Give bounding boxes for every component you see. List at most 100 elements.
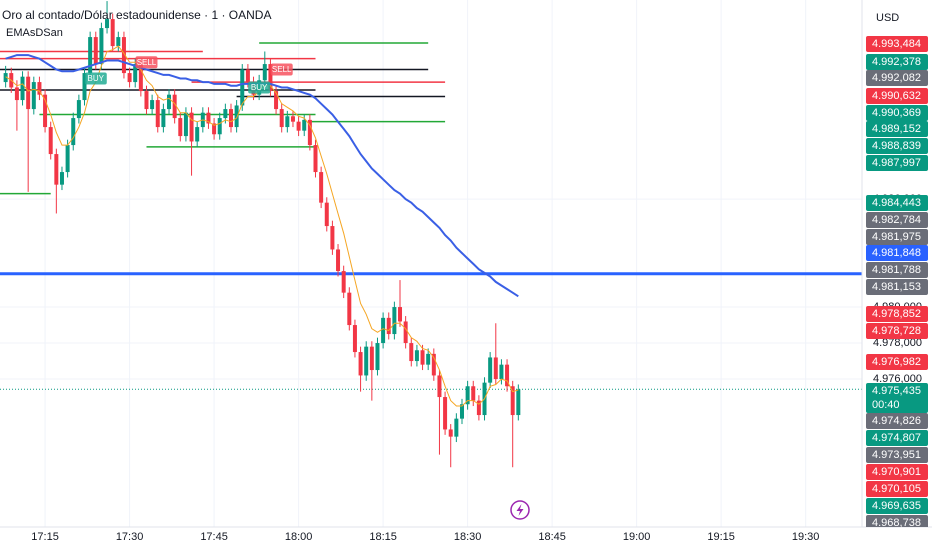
signal-label: BUY bbox=[88, 74, 105, 83]
candle-body bbox=[409, 343, 414, 362]
signal-marker bbox=[270, 63, 293, 76]
candle-body bbox=[223, 109, 228, 119]
price-label: 4.992,378 bbox=[872, 56, 921, 68]
price-label-box bbox=[866, 306, 928, 322]
candle-body bbox=[133, 64, 138, 83]
candle-body bbox=[392, 307, 397, 335]
candle-body bbox=[324, 202, 329, 227]
countdown: 00:40 bbox=[872, 399, 900, 411]
x-tick-label: 17:30 bbox=[116, 531, 144, 543]
price-label-box bbox=[866, 70, 928, 86]
price-label-box bbox=[866, 229, 928, 245]
candle-body bbox=[183, 112, 188, 137]
signal-marker bbox=[84, 72, 107, 85]
candle-body bbox=[88, 37, 93, 74]
candle-body bbox=[330, 226, 335, 250]
price-label-box bbox=[866, 279, 928, 295]
candle-body bbox=[290, 116, 295, 122]
signal-label: SELL bbox=[272, 65, 292, 74]
candle-body bbox=[499, 364, 504, 380]
price-label-box bbox=[866, 88, 928, 104]
candle-body bbox=[59, 172, 64, 185]
price-label-box bbox=[866, 383, 928, 413]
candle-body bbox=[121, 37, 126, 74]
price-label: 4.981,975 bbox=[872, 231, 921, 243]
candle-body bbox=[431, 353, 436, 376]
candle-body bbox=[307, 119, 312, 146]
x-tick-label: 19:15 bbox=[707, 531, 735, 543]
price-label-box bbox=[866, 430, 928, 446]
signal-label: SELL bbox=[137, 58, 157, 67]
candle-body bbox=[375, 343, 380, 371]
candle-body bbox=[54, 154, 59, 185]
candle-body bbox=[240, 69, 245, 106]
price-axis: 4.976,0004.978,0004.980,0004.986,0004.99… bbox=[866, 36, 928, 529]
candle-body bbox=[14, 87, 19, 101]
candle-body bbox=[212, 123, 217, 135]
x-tick-label: 17:45 bbox=[200, 531, 228, 543]
price-label-box bbox=[866, 195, 928, 211]
price-label: 4.988,839 bbox=[872, 140, 921, 152]
price-label: 4.989,152 bbox=[872, 123, 921, 135]
candle-body bbox=[493, 357, 498, 380]
candle-body bbox=[352, 325, 357, 353]
candle-body bbox=[448, 429, 453, 437]
candle-body bbox=[313, 145, 318, 173]
candle-body bbox=[245, 69, 250, 83]
chart-title: Oro al contado/Dólar estadounidense · 1 … bbox=[2, 8, 271, 22]
price-label: 4.970,105 bbox=[872, 483, 921, 495]
candle-body bbox=[454, 418, 459, 437]
grid bbox=[0, 0, 862, 527]
candle-body bbox=[99, 28, 104, 65]
x-tick-label: 17:15 bbox=[31, 531, 59, 543]
candle-body bbox=[43, 94, 48, 128]
candle-body bbox=[505, 364, 510, 387]
x-tick-label: 19:30 bbox=[792, 531, 820, 543]
candle-body bbox=[31, 82, 36, 110]
candle-body bbox=[116, 37, 121, 47]
candle-body bbox=[105, 19, 110, 29]
candle-body bbox=[93, 37, 98, 65]
candle-body bbox=[471, 386, 476, 401]
candle-body bbox=[347, 292, 352, 326]
price-label-box bbox=[866, 447, 928, 463]
candle-body bbox=[48, 127, 53, 155]
candle-body bbox=[279, 109, 284, 128]
price-label: 4.981,153 bbox=[872, 281, 921, 293]
candle-body bbox=[195, 127, 200, 142]
candle-body bbox=[144, 91, 149, 110]
candle-body bbox=[414, 350, 419, 362]
indicator-name[interactable]: EMAsDSan bbox=[6, 27, 63, 39]
price-label: 4.974,807 bbox=[872, 432, 921, 444]
candle-body bbox=[262, 64, 267, 81]
currency[interactable]: USD bbox=[876, 12, 899, 24]
candle-body bbox=[358, 352, 363, 376]
candle-body bbox=[319, 172, 324, 203]
candle-body bbox=[234, 105, 239, 128]
price-label: 4.978,852 bbox=[872, 308, 921, 320]
x-tick-label: 19:00 bbox=[623, 531, 651, 543]
candle-body bbox=[268, 64, 273, 92]
candle-body bbox=[228, 109, 233, 128]
x-tick-label: 18:15 bbox=[369, 531, 397, 543]
candle-body bbox=[189, 112, 194, 142]
price-label-box bbox=[866, 36, 928, 52]
x-tick-label: 18:00 bbox=[285, 531, 313, 543]
candle-body bbox=[420, 350, 425, 365]
candle-body bbox=[150, 100, 155, 110]
y-tick-label: 4.978,000 bbox=[873, 337, 922, 349]
candle-body bbox=[364, 346, 369, 376]
price-label: 4.975,435 bbox=[872, 385, 921, 397]
price-label-box bbox=[866, 464, 928, 480]
price-label: 4.990,632 bbox=[872, 90, 921, 102]
price-label: 4.968,738 bbox=[872, 517, 921, 529]
price-label: 4.981,848 bbox=[872, 247, 921, 259]
candle-body bbox=[426, 353, 431, 365]
candle-body bbox=[465, 386, 470, 405]
candle-body bbox=[302, 119, 307, 131]
alert-icon[interactable] bbox=[510, 500, 530, 520]
candle-body bbox=[178, 118, 183, 137]
price-label-box bbox=[866, 121, 928, 137]
candle-body bbox=[516, 389, 521, 416]
candle-body bbox=[172, 94, 177, 119]
